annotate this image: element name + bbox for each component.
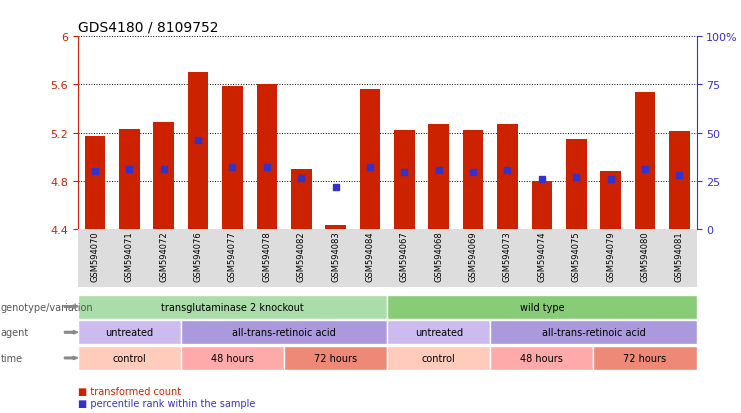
Bar <box>428 125 449 229</box>
Bar <box>325 225 346 229</box>
Bar <box>531 181 552 229</box>
Text: GSM594077: GSM594077 <box>228 231 237 282</box>
Text: 48 hours: 48 hours <box>520 353 563 363</box>
Bar <box>463 131 483 229</box>
Text: GSM594082: GSM594082 <box>296 231 306 281</box>
Text: control: control <box>422 353 456 363</box>
Bar <box>359 90 380 229</box>
Text: GSM594072: GSM594072 <box>159 231 168 281</box>
Text: GSM594079: GSM594079 <box>606 231 615 281</box>
Text: GSM594070: GSM594070 <box>90 231 99 281</box>
Bar <box>669 132 690 229</box>
Text: GSM594081: GSM594081 <box>675 231 684 281</box>
Text: GSM594074: GSM594074 <box>537 231 546 281</box>
Text: agent: agent <box>1 328 29 337</box>
Text: GSM594076: GSM594076 <box>193 231 202 282</box>
Bar <box>600 172 621 229</box>
Text: GSM594083: GSM594083 <box>331 231 340 282</box>
Text: untreated: untreated <box>105 328 153 337</box>
Bar <box>119 130 139 229</box>
Text: GSM594075: GSM594075 <box>572 231 581 281</box>
Text: wild type: wild type <box>519 302 564 312</box>
Bar <box>394 131 415 229</box>
Text: GSM594073: GSM594073 <box>503 231 512 282</box>
Text: 72 hours: 72 hours <box>314 353 357 363</box>
Text: GSM594071: GSM594071 <box>125 231 134 281</box>
Text: genotype/variation: genotype/variation <box>1 302 93 312</box>
Bar <box>634 93 655 229</box>
Text: ■ percentile rank within the sample: ■ percentile rank within the sample <box>78 398 255 408</box>
Text: ■ transformed count: ■ transformed count <box>78 386 181 396</box>
Text: GSM594080: GSM594080 <box>640 231 649 281</box>
Bar <box>222 86 243 229</box>
Text: transglutaminase 2 knockout: transglutaminase 2 knockout <box>161 302 304 312</box>
Bar <box>187 73 208 229</box>
Bar <box>291 169 311 229</box>
Text: all-trans-retinoic acid: all-trans-retinoic acid <box>232 328 336 337</box>
Bar <box>78 229 697 287</box>
Text: GSM594069: GSM594069 <box>468 231 478 281</box>
Bar <box>256 85 277 229</box>
Bar <box>566 139 587 229</box>
Bar <box>153 122 174 229</box>
Text: untreated: untreated <box>415 328 463 337</box>
Text: GSM594068: GSM594068 <box>434 231 443 282</box>
Text: 48 hours: 48 hours <box>211 353 254 363</box>
Text: control: control <box>113 353 146 363</box>
Text: GSM594078: GSM594078 <box>262 231 271 282</box>
Bar <box>497 125 518 229</box>
Text: 72 hours: 72 hours <box>623 353 667 363</box>
Text: all-trans-retinoic acid: all-trans-retinoic acid <box>542 328 645 337</box>
Text: GSM594084: GSM594084 <box>365 231 374 281</box>
Text: time: time <box>1 353 23 363</box>
Bar <box>84 137 105 229</box>
Text: GDS4180 / 8109752: GDS4180 / 8109752 <box>78 21 219 35</box>
Text: GSM594067: GSM594067 <box>400 231 409 282</box>
